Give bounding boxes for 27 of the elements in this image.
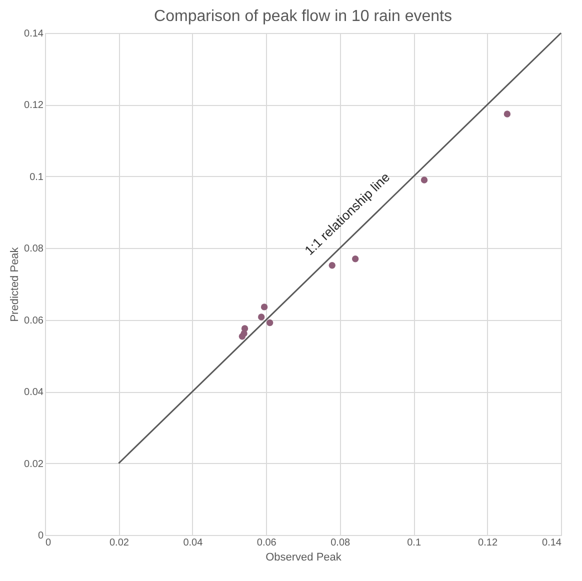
x-tick-label: 0.14 — [542, 538, 562, 548]
point — [258, 314, 265, 320]
y-tick-label: 0.04 — [24, 387, 44, 398]
point — [504, 110, 511, 118]
chart-title: Comparison of peak flow in 10 rain events — [154, 8, 452, 25]
y-tick-label: 0.1 — [30, 172, 44, 183]
x-axis-title: Observed Peak — [266, 552, 342, 564]
y-tick-label: 0.06 — [24, 315, 44, 326]
x-tick-label: 0 — [46, 538, 52, 548]
point — [260, 304, 268, 310]
x-tick-label: 0.1 — [407, 538, 422, 548]
x-tick-label: 0.06 — [256, 538, 277, 548]
point — [352, 256, 359, 262]
point — [266, 319, 274, 326]
x-tick-label: 0.02 — [109, 538, 130, 548]
point — [240, 330, 248, 337]
x-tick-label: 0.12 — [478, 538, 498, 548]
y-tick-label: 0.14 — [24, 28, 44, 40]
y-tick-label: 0.02 — [24, 458, 44, 470]
point — [420, 176, 428, 184]
x-tick-label: 0.04 — [183, 538, 204, 548]
y-axis-title: Predicted Peak — [9, 246, 22, 322]
point — [328, 262, 336, 269]
x-tick-label: 0.08 — [330, 538, 351, 548]
y-tick-label: 0.08 — [24, 244, 44, 255]
y-tick-label: 0.12 — [24, 100, 44, 112]
y-tick-label: 0 — [38, 530, 44, 542]
